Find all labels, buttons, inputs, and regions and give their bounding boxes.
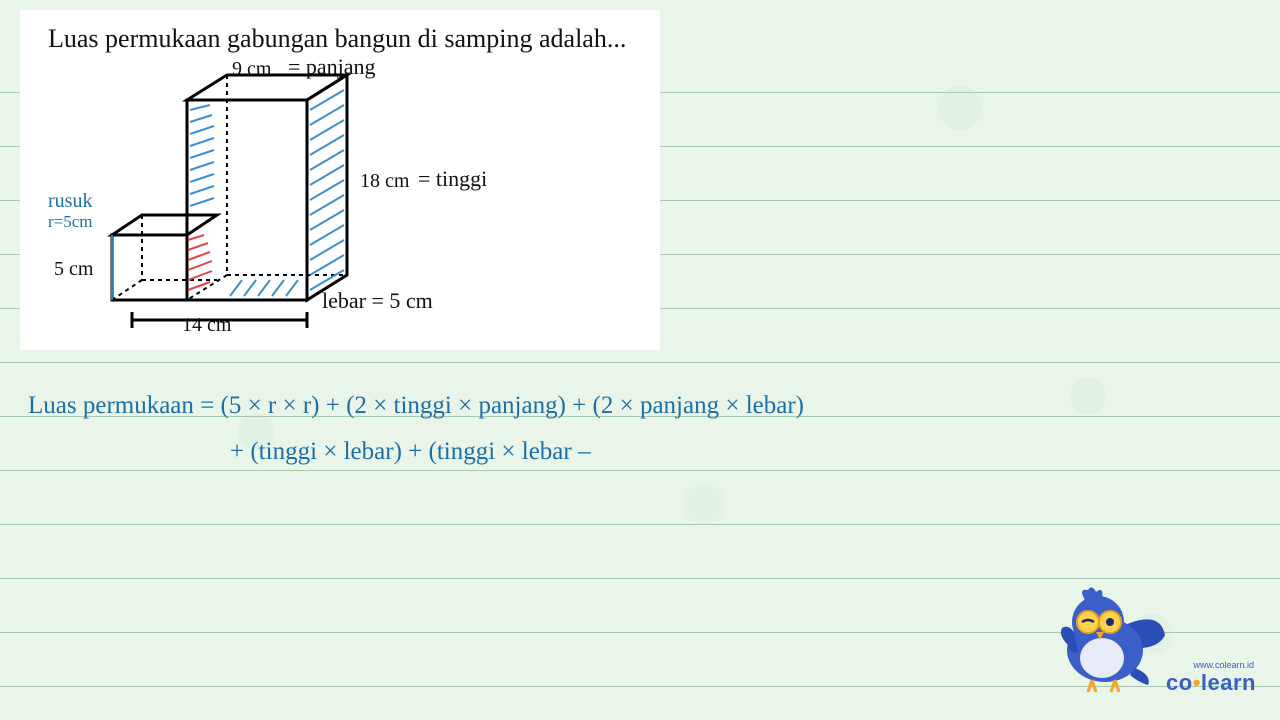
dim-top: 9 cm [232, 58, 271, 81]
brand-logo: co•learn [1166, 670, 1256, 696]
brand-dot-icon: • [1193, 670, 1201, 695]
mascot-bird-icon [1030, 580, 1170, 700]
site-url: www.colearn.id [1193, 660, 1254, 670]
rusuk-value: r=5cm [48, 212, 93, 232]
brand-learn: learn [1201, 670, 1256, 695]
brand-co: co [1166, 670, 1193, 695]
question-card: Luas permukaan gabungan bangun di sampin… [20, 10, 660, 350]
geometry-figure: 9 cm = panjang 18 cm = tinggi 5 cm 14 cm… [52, 60, 472, 350]
lebar-annot: lebar = 5 cm [322, 288, 433, 314]
question-text: Luas permukaan gabungan bangun di sampin… [48, 24, 626, 54]
rusuk-label: rusuk [48, 190, 92, 213]
dim-top-annot: = panjang [288, 54, 376, 80]
dim-height-annot: = tinggi [418, 166, 487, 192]
formula-line-2: + (tinggi × lebar) + (tinggi × lebar – [230, 438, 590, 466]
formula-line-1: Luas permukaan = (5 × r × r) + (2 × ting… [28, 392, 804, 420]
dim-height: 18 cm [360, 170, 409, 193]
dim-bottom: 14 cm [182, 314, 231, 337]
dim-left: 5 cm [54, 258, 93, 281]
